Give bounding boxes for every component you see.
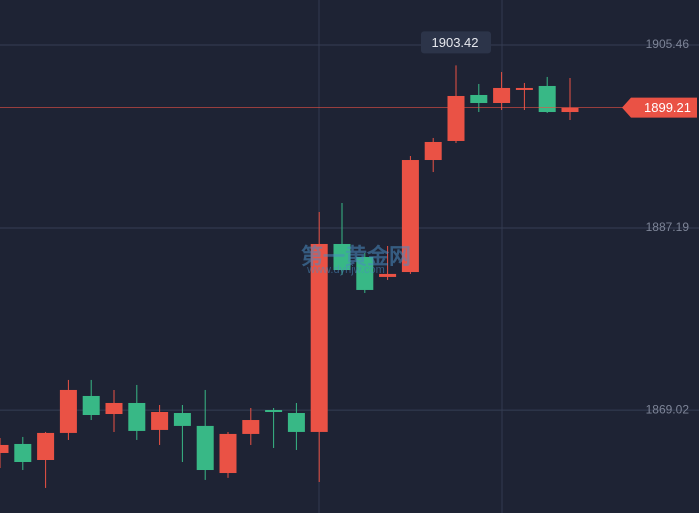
candle-body bbox=[401, 160, 419, 273]
candle-body bbox=[105, 402, 123, 415]
candle-body bbox=[196, 425, 214, 471]
candle-body bbox=[538, 85, 556, 113]
y-tick-label: 1905.46 bbox=[646, 37, 690, 51]
watermark: 第一黄金网 bbox=[301, 244, 411, 269]
last-price-tag bbox=[622, 97, 697, 118]
candle-body bbox=[173, 413, 191, 426]
candle-body bbox=[561, 107, 579, 113]
candle-body bbox=[470, 94, 488, 104]
high-tooltip-box bbox=[421, 31, 491, 54]
candle-body bbox=[287, 413, 305, 432]
candle-body bbox=[82, 395, 100, 416]
candles bbox=[0, 65, 579, 488]
high-tooltip-label: 1903.42 bbox=[432, 35, 479, 50]
watermark-sub: www.dyhjw.com bbox=[306, 264, 385, 276]
candle-body bbox=[310, 243, 328, 432]
candle-body bbox=[0, 444, 9, 453]
candle-body bbox=[242, 420, 260, 434]
candle-body bbox=[128, 402, 146, 431]
candle-body bbox=[59, 389, 77, 433]
last-price-label: 1899.21 bbox=[644, 100, 691, 115]
candle-body bbox=[151, 412, 169, 430]
candle-body bbox=[379, 273, 397, 277]
candle-body bbox=[37, 432, 55, 460]
candle-body bbox=[493, 87, 511, 104]
overlay: 1899.21 1903.42 bbox=[0, 31, 697, 118]
candle-body bbox=[424, 141, 442, 161]
candle-body bbox=[219, 433, 237, 474]
candle-body bbox=[265, 409, 283, 413]
candle-body bbox=[14, 443, 32, 463]
candle-body bbox=[333, 243, 351, 271]
candle-body bbox=[447, 95, 465, 141]
y-tick-label: 1887.19 bbox=[646, 220, 690, 234]
candle-body bbox=[356, 257, 374, 290]
y-tick-label: 1869.02 bbox=[646, 402, 690, 416]
candle-body bbox=[515, 87, 533, 90]
